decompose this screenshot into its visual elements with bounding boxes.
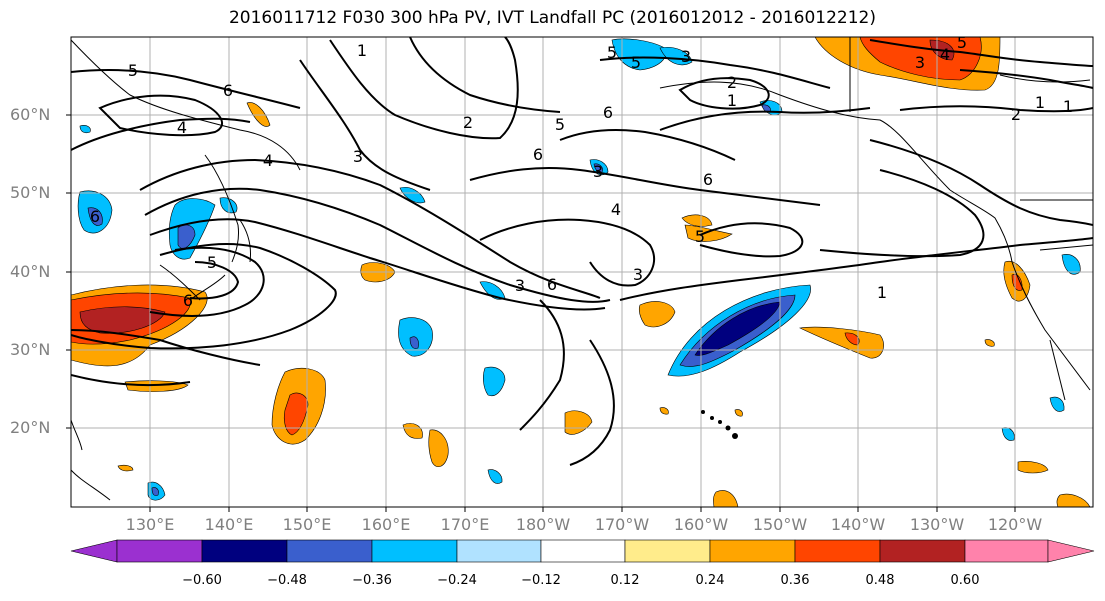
lon-label: 160°E xyxy=(361,515,411,534)
contour-label: 3 xyxy=(515,276,525,295)
lon-label: 140°W xyxy=(830,515,886,534)
contour-label: 4 xyxy=(177,118,187,137)
contour-label: 1 xyxy=(727,91,737,110)
hawaii-islands xyxy=(701,410,738,439)
contour-label: 5 xyxy=(207,253,217,272)
lon-label: 160°W xyxy=(673,515,729,534)
colorbar-bin xyxy=(540,539,626,563)
contour-label: 2 xyxy=(727,73,737,92)
lon-label: 170°E xyxy=(440,515,490,534)
contour-label: 4 xyxy=(263,151,273,170)
contour-label: 1 xyxy=(1063,97,1073,116)
axis-ticks xyxy=(66,114,1016,512)
contour-label: 2 xyxy=(1011,105,1021,124)
lat-label: 20°N xyxy=(10,418,51,437)
lon-label: 140°E xyxy=(204,515,254,534)
lon-label: 130°W xyxy=(909,515,965,534)
lon-label: 120°W xyxy=(987,515,1043,534)
contour-label: 4 xyxy=(940,45,950,64)
contour-label: 5 xyxy=(555,115,565,134)
colorbar-tick-label: −0.12 xyxy=(521,573,561,588)
contour-label: 6 xyxy=(533,145,543,164)
colorbar-tick-label: −0.36 xyxy=(352,573,392,588)
colorbar-bin xyxy=(286,539,373,563)
colorbar-bin xyxy=(709,539,796,563)
map-title: 2016011712 F030 300 hPa PV, IVT Landfall… xyxy=(228,8,876,28)
contour-label: 2 xyxy=(463,113,473,132)
contour-label: 5 xyxy=(695,227,705,246)
colorbar-tick-label: 0.24 xyxy=(695,573,725,588)
colorbar-bin xyxy=(116,539,203,563)
contour-label: 3 xyxy=(681,47,691,66)
colorbar-extend-max xyxy=(1047,539,1095,563)
lon-label: 150°E xyxy=(282,515,332,534)
contour-label: 5 xyxy=(957,33,967,52)
contour-label: 3 xyxy=(915,53,925,72)
colorbar-tick-label: −0.60 xyxy=(182,573,222,588)
colorbar-bin xyxy=(624,539,711,563)
colorbar-bin xyxy=(964,539,1049,563)
contour-label: 6 xyxy=(603,103,613,122)
contour-label: 6 xyxy=(547,275,557,294)
contour-label: 1 xyxy=(357,41,367,60)
graticule xyxy=(71,37,1093,507)
lat-label: 50°N xyxy=(10,183,51,202)
colorbar-bin xyxy=(879,539,966,563)
pv-contours xyxy=(71,37,1093,466)
contour-label: 3 xyxy=(353,147,363,166)
contour-label: 1 xyxy=(1035,93,1045,112)
colorbar-bin xyxy=(201,539,288,563)
contour-label: 5 xyxy=(128,61,138,80)
colorbar-tick-label: 0.60 xyxy=(950,573,980,588)
colorbar-bin xyxy=(371,539,458,563)
contour-label-group: 5 4 4 6 1 2 3 5 6 6 3 4 6 5 3 2 1 5 5 4 … xyxy=(90,33,1073,310)
contour-label: 6 xyxy=(703,170,713,189)
contour-label: 4 xyxy=(611,200,621,219)
colorbar-bin xyxy=(794,539,881,563)
lat-label: 30°N xyxy=(10,340,51,359)
contour-label: 6 xyxy=(183,291,193,310)
contour-label: 1 xyxy=(877,283,887,302)
colorbar-tick-label: 0.12 xyxy=(610,573,640,588)
contour-label: 3 xyxy=(593,162,603,181)
colorbar-tick-label: 0.48 xyxy=(865,573,895,588)
lon-label: 180°W xyxy=(515,515,571,534)
contour-label: 5 xyxy=(607,43,617,62)
lon-label: 130°E xyxy=(125,515,175,534)
contour-label: 3 xyxy=(633,265,643,284)
lat-label: 40°N xyxy=(10,262,51,281)
colorbar-extend-min xyxy=(70,539,118,563)
lon-label: 170°W xyxy=(594,515,650,534)
colorbar-bin xyxy=(456,539,542,563)
colorbar xyxy=(70,539,1095,563)
colorbar-tick-label: 0.36 xyxy=(780,573,810,588)
contour-label: 5 xyxy=(631,53,641,72)
contour-label: 6 xyxy=(90,207,100,226)
colorbar-tick-label: −0.48 xyxy=(267,573,307,588)
contour-label: 6 xyxy=(223,81,233,100)
colorbar-tick-label: −0.24 xyxy=(437,573,477,588)
lat-label: 60°N xyxy=(10,105,51,124)
lon-label: 150°W xyxy=(752,515,808,534)
